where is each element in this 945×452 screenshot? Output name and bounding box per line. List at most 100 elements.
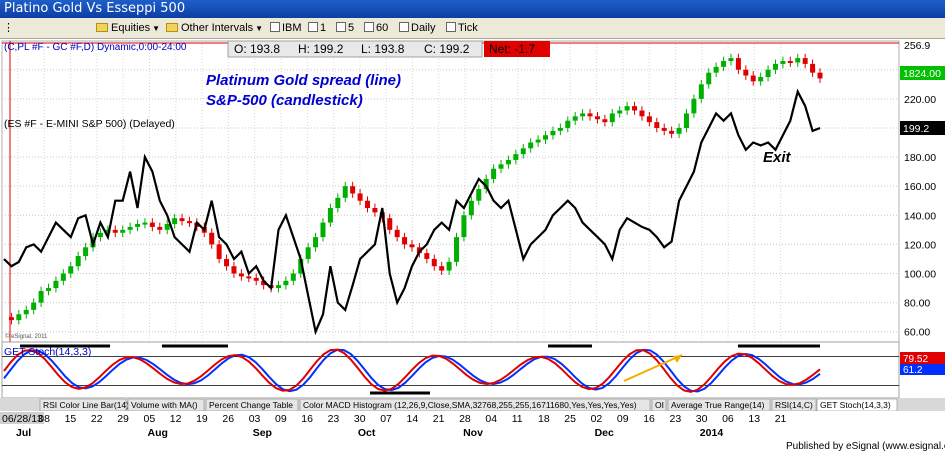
candle-body: [795, 58, 801, 63]
study-tab-label: RSI Color Line Bar(14): [43, 400, 129, 410]
equities-menu[interactable]: Equities ▼: [96, 21, 160, 36]
checkbox-icon: [336, 22, 346, 32]
sp-price-tag-label: 1824.00: [903, 68, 941, 80]
candle-body: [298, 258, 304, 274]
candle-body: [505, 159, 511, 165]
candle-body: [357, 193, 363, 201]
exit-annotation: Exit: [763, 149, 792, 166]
candle-body: [580, 113, 586, 117]
interval-ibm-button[interactable]: IBM: [270, 21, 302, 36]
date-tick-label: 21: [433, 413, 445, 425]
candle-body: [164, 224, 170, 230]
candle-body: [387, 218, 393, 230]
net-box: [484, 41, 550, 57]
interval-1-label: 1: [320, 22, 327, 34]
candle-body: [320, 222, 326, 238]
date-tick-label: 23: [328, 413, 340, 425]
candle-body: [721, 61, 727, 67]
candle-body: [698, 84, 704, 99]
candle-body: [364, 200, 370, 209]
candle-body: [617, 110, 623, 114]
interval-60-button[interactable]: 60: [364, 21, 388, 36]
interval-tick-button[interactable]: Tick: [446, 21, 478, 36]
window-title: Platino Gold Vs Esseppi 500: [4, 1, 186, 16]
symbol-line: (C,PL #F - GC #F,D) Dynamic,0:00-24:00: [4, 42, 187, 53]
candle-body: [550, 130, 556, 136]
price-grid: [2, 69, 899, 333]
month-label: Nov: [463, 427, 483, 439]
folder-icon: [166, 23, 178, 32]
candle-body: [483, 178, 489, 190]
candle-body: [543, 135, 549, 140]
candle-body: [454, 237, 460, 262]
checkbox-icon: [308, 22, 318, 32]
interval-daily-button[interactable]: Daily: [399, 21, 435, 36]
candle-body: [772, 63, 778, 70]
candle-body: [513, 154, 519, 160]
stoch-d-line: [3, 348, 821, 393]
candle-body: [142, 222, 148, 225]
candle-body: [661, 127, 667, 131]
candle-body: [246, 276, 252, 279]
month-label: Aug: [148, 427, 168, 439]
date-tick-label: 04: [485, 413, 497, 425]
candle-body: [120, 229, 126, 233]
chart-area[interactable]: O: 193.8 H: 199.2 L: 193.8 C: 199.2 Net:…: [0, 39, 945, 452]
stoch-marker-bars: [20, 344, 820, 395]
interval-1-button[interactable]: 1: [308, 21, 326, 36]
study-tab-label: RSI(14,C): [775, 400, 813, 410]
candle-body: [283, 280, 289, 286]
date-tick-label: 23: [670, 413, 682, 425]
candle-body: [83, 247, 89, 257]
price-tick-label: 140.00: [904, 210, 936, 222]
study-tab-label: Average True Range(14): [671, 400, 765, 410]
candle-body: [520, 148, 526, 155]
window-titlebar: Platino Gold Vs Esseppi 500: [0, 0, 945, 18]
date-tick-label: 09: [275, 413, 287, 425]
ohlc-box: [227, 40, 483, 58]
candle-body: [461, 215, 467, 238]
other-intervals-label: Other Intervals: [181, 22, 254, 34]
candle-body: [97, 232, 103, 238]
date-tick-label: 02: [591, 413, 603, 425]
candle-body: [112, 229, 118, 233]
candle-body: [780, 61, 786, 64]
orange-arrow-line: [623, 354, 683, 382]
other-intervals-menu[interactable]: Other Intervals ▼: [166, 21, 263, 36]
candle-body: [765, 69, 771, 78]
candle-body: [305, 247, 311, 259]
interval-5-button[interactable]: 5: [336, 21, 354, 36]
candle-body: [186, 221, 192, 224]
candle-body: [624, 106, 630, 111]
candle-body: [157, 226, 163, 230]
spread-price-tag-label: 199.2: [903, 123, 929, 135]
study-tabs: RSI Color Line Bar(14) Volume with MA() Pe…: [39, 398, 898, 412]
date-tick-label: 26: [222, 413, 234, 425]
interval-60-label: 60: [376, 22, 389, 34]
candle-body: [23, 309, 29, 315]
candle-body: [802, 58, 808, 64]
candle-body: [572, 116, 578, 121]
chart-svg[interactable]: O: 193.8 H: 199.2 L: 193.8 C: 199.2 Net:…: [0, 39, 945, 452]
candle-body: [743, 69, 749, 76]
candle-body: [632, 106, 638, 111]
candle-body: [735, 58, 741, 70]
candle-body: [409, 244, 415, 248]
chart-toolbar: ⋮ Equities ▼ Other Intervals ▼ IBM 1 5 60 …: [0, 18, 945, 39]
date-tick-label: 15: [65, 413, 77, 425]
study-tab-label: Volume with MA(): [131, 400, 198, 410]
candle-body: [528, 142, 534, 149]
candle-body: [350, 186, 356, 194]
interval-ibm-label: IBM: [282, 22, 302, 34]
ohlc-low: L: 193.8: [361, 42, 405, 56]
study-tab-label: GET Stoch(14,3,3): [820, 400, 891, 410]
candle-body: [476, 189, 482, 201]
candle-body: [468, 200, 474, 216]
interval-tick-label: Tick: [458, 22, 478, 34]
candle-body: [135, 224, 141, 227]
month-label: Sep: [253, 427, 272, 439]
candle-body: [313, 237, 319, 248]
candle-body: [68, 266, 74, 274]
folder-icon: [96, 23, 108, 32]
ohlc-net: Net: -1.7: [489, 42, 535, 56]
